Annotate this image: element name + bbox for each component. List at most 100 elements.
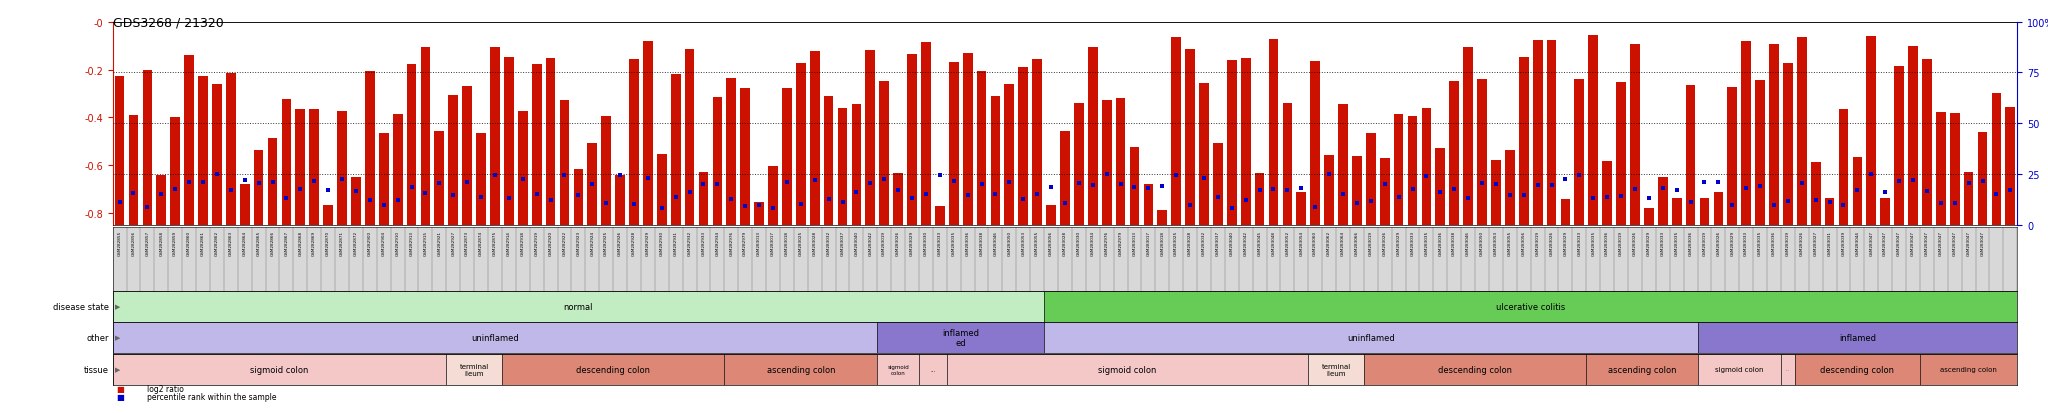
Point: [825, 199, 858, 206]
Bar: [532, 64, 541, 225]
Text: GSM282920: GSM282920: [549, 230, 553, 255]
Point: [1606, 193, 1638, 200]
Text: GSM283047: GSM283047: [1870, 230, 1874, 255]
Bar: [698, 173, 709, 225]
Text: GSM283019: GSM283019: [883, 230, 887, 255]
Text: GSM283047: GSM283047: [1966, 230, 1970, 255]
Point: [227, 177, 260, 184]
Text: disease state: disease state: [53, 302, 109, 311]
Text: GSM283056: GSM283056: [1049, 230, 1053, 255]
Bar: [1061, 131, 1069, 225]
Text: GSM283025: GSM283025: [799, 230, 803, 255]
Text: GSM283035: GSM283035: [1591, 230, 1595, 255]
Text: GSM282929: GSM282929: [645, 230, 649, 255]
Text: GSM283013: GSM283013: [758, 230, 762, 255]
Point: [1077, 183, 1110, 189]
Bar: [1044, 291, 2017, 322]
Bar: [213, 85, 221, 225]
Bar: [1087, 48, 1098, 225]
Text: GSM283060: GSM283060: [1313, 230, 1317, 255]
Point: [410, 190, 442, 196]
Point: [1577, 195, 1610, 202]
Bar: [1352, 157, 1362, 225]
Text: GSM283054: GSM283054: [1298, 230, 1303, 255]
Text: GSM283066: GSM283066: [1356, 230, 1360, 255]
Text: ■: ■: [117, 384, 125, 393]
Text: GSM282927: GSM282927: [451, 230, 455, 255]
Text: GSM283017: GSM283017: [1147, 230, 1151, 255]
Text: ...: ...: [930, 367, 936, 372]
Text: GSM282934: GSM282934: [715, 230, 719, 255]
Point: [242, 181, 274, 188]
Bar: [1741, 42, 1751, 225]
Point: [172, 179, 205, 185]
Text: GSM283026: GSM283026: [1550, 230, 1554, 255]
Bar: [170, 117, 180, 225]
Text: GSM283042: GSM283042: [868, 230, 872, 255]
Point: [854, 180, 887, 187]
Point: [1341, 200, 1374, 207]
Point: [1090, 172, 1122, 178]
Bar: [1520, 58, 1528, 225]
Point: [1772, 198, 1804, 205]
Text: GSM283036: GSM283036: [967, 230, 969, 255]
Bar: [338, 112, 346, 225]
Bar: [1462, 48, 1473, 225]
Point: [506, 176, 539, 183]
Point: [1452, 195, 1485, 202]
Text: GSM282924: GSM282924: [590, 230, 594, 255]
Text: GSM283019: GSM283019: [1536, 230, 1540, 255]
Point: [465, 195, 498, 201]
Point: [729, 203, 762, 210]
Point: [1202, 195, 1235, 201]
Text: sigmoid colon: sigmoid colon: [250, 365, 309, 374]
Text: sigmoid colon: sigmoid colon: [1714, 366, 1763, 373]
Text: GSM282914: GSM282914: [506, 230, 510, 255]
Bar: [657, 155, 668, 225]
Text: sigmoid
colon: sigmoid colon: [887, 364, 909, 375]
Bar: [1032, 59, 1042, 225]
Point: [1214, 205, 1247, 212]
Point: [102, 199, 135, 206]
Text: GSM282913: GSM282913: [410, 230, 414, 255]
Bar: [1364, 354, 1587, 385]
Point: [1937, 201, 1970, 207]
Text: GSM283037: GSM283037: [840, 230, 844, 255]
Bar: [1268, 40, 1278, 225]
Text: GSM282900: GSM282900: [369, 230, 373, 255]
Text: GSM282976: GSM282976: [1104, 230, 1108, 255]
Bar: [684, 50, 694, 225]
Point: [1049, 200, 1081, 207]
Text: GSM282865: GSM282865: [256, 230, 260, 255]
Text: GSM282871: GSM282871: [340, 230, 344, 255]
Text: GSM283047: GSM283047: [1952, 230, 1956, 255]
Text: GSM282979: GSM282979: [1118, 230, 1122, 255]
Text: GSM283029: GSM283029: [1397, 230, 1401, 255]
Point: [1647, 185, 1679, 192]
Bar: [1366, 134, 1376, 225]
Bar: [1337, 105, 1348, 225]
Point: [1229, 197, 1262, 204]
Bar: [420, 48, 430, 225]
Bar: [1919, 354, 2017, 385]
Text: ulcerative colitis: ulcerative colitis: [1497, 302, 1565, 311]
Text: GSM282926: GSM282926: [618, 230, 623, 255]
Point: [674, 189, 707, 196]
Text: GSM283030: GSM283030: [1077, 230, 1081, 255]
Point: [1147, 183, 1180, 190]
Bar: [184, 56, 195, 225]
Bar: [1839, 109, 1849, 225]
Bar: [727, 79, 735, 225]
Point: [1661, 188, 1694, 194]
Point: [840, 190, 872, 196]
Point: [1327, 191, 1360, 197]
Point: [909, 191, 942, 197]
Point: [549, 173, 582, 179]
Point: [1479, 181, 1511, 188]
Point: [436, 192, 469, 199]
Bar: [143, 71, 152, 225]
Point: [784, 201, 817, 207]
Text: ▶: ▶: [115, 304, 121, 310]
Bar: [1796, 38, 1806, 225]
Bar: [1794, 354, 1919, 385]
